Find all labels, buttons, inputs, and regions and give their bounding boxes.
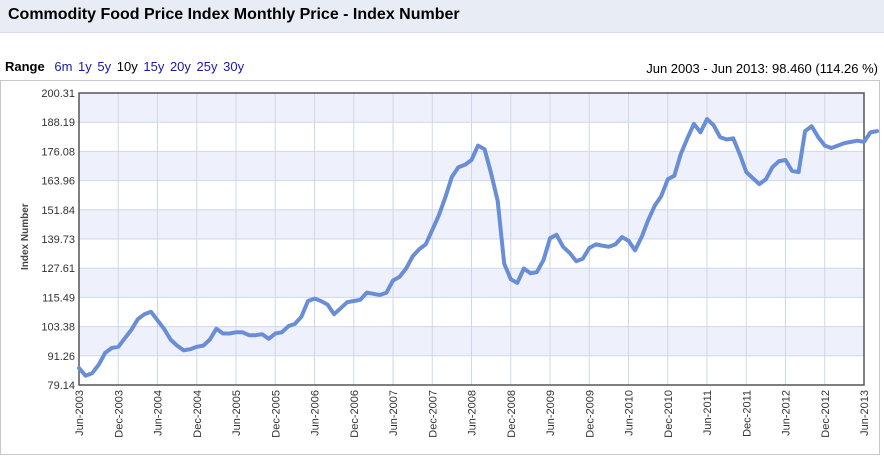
x-tick-label: Dec-2009 [584,390,596,438]
y-tick-label: 79.14 [47,380,75,392]
y-tick-label: 127.61 [41,263,75,275]
range-option-10y[interactable]: 10y [116,59,138,74]
range-selector: Range 6m 1y 5y 10y 15y 20y 25y 30y [5,59,246,74]
x-tick-label: Jun-2003 [74,390,86,436]
x-tick-label: Jun-2011 [702,390,714,435]
range-label: Range [5,59,45,74]
x-tick-label: Dec-2005 [270,390,282,438]
y-tick-label: 103.38 [41,322,75,334]
x-tick-label: Dec-2006 [349,390,361,438]
range-option-6m[interactable]: 6m [54,59,73,74]
range-option-30y[interactable]: 30y [223,59,245,74]
chart-frame [0,80,880,455]
page-title: Commodity Food Price Index Monthly Price… [8,6,460,23]
range-option-25y[interactable]: 25y [196,59,218,74]
x-tick-label: Dec-2004 [192,390,204,438]
x-tick-label: Dec-2003 [113,390,125,438]
y-tick-label: 91.26 [47,351,75,363]
y-tick-label: 188.19 [41,117,75,129]
y-tick-label: 115.49 [42,292,75,304]
y-tick-label: 139.73 [41,234,75,246]
x-tick-label: Jun-2008 [467,390,479,436]
y-tick-label: 151.84 [41,205,75,217]
title-bar: Commodity Food Price Index Monthly Price… [0,0,884,33]
x-tick-label: Jun-2006 [310,390,322,436]
range-option-15y[interactable]: 15y [143,59,165,74]
x-tick-label: Jun-2012 [781,390,793,436]
x-tick-label: Dec-2011 [741,390,753,437]
x-tick-label: Jun-2013 [859,390,871,436]
y-tick-label: 176.08 [41,146,75,158]
y-tick-label: 200.31 [41,88,75,100]
x-tick-label: Dec-2008 [506,390,518,438]
y-tick-label: 163.96 [41,176,75,188]
range-option-20y[interactable]: 20y [169,59,191,74]
x-tick-label: Jun-2005 [231,390,243,436]
x-tick-label: Jun-2004 [153,390,165,436]
x-tick-label: Dec-2007 [427,390,439,438]
x-tick-label: Dec-2012 [820,390,832,438]
x-tick-label: Jun-2007 [388,390,400,436]
x-tick-label: Dec-2010 [663,390,675,438]
range-option-1y[interactable]: 1y [78,59,92,74]
range-summary: Jun 2003 - Jun 2013: 98.460 (114.26 %) [646,61,878,76]
series-line [77,117,880,378]
x-tick-label: Jun-2009 [545,390,557,436]
y-axis-title: Index Number [20,203,31,270]
x-tick-label: Jun-2010 [624,390,636,436]
plot-area-border [78,92,865,386]
range-option-5y[interactable]: 5y [97,59,112,74]
